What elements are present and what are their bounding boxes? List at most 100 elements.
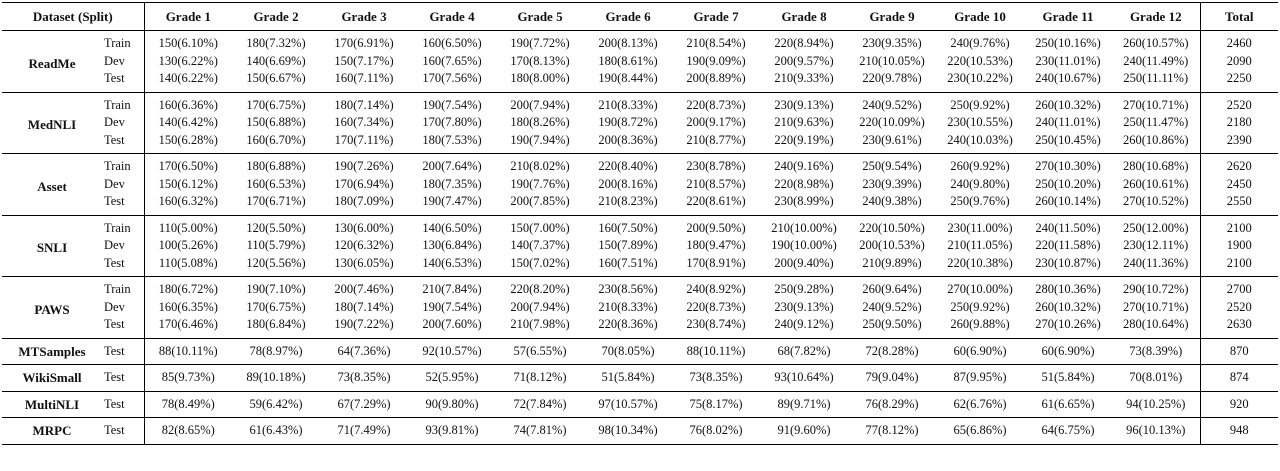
grade-cell: 260(9.64%) bbox=[848, 277, 936, 299]
grade-cell: 230(9.13%) bbox=[760, 92, 848, 114]
grade-cell: 170(8.91%) bbox=[672, 255, 760, 277]
grade-cell: 150(6.67%) bbox=[232, 70, 320, 92]
grade-cell: 70(8.05%) bbox=[584, 338, 672, 365]
table-row: Test 140(6.22%) 150(6.67%) 160(7.11%) 170(7.… bbox=[2, 70, 1278, 92]
grade-cell: 230(12.11%) bbox=[1112, 237, 1200, 255]
grade-cell: 240(9.52%) bbox=[848, 92, 936, 114]
grade-cell: 190(7.54%) bbox=[408, 92, 496, 114]
grade-cell: 120(5.50%) bbox=[232, 215, 320, 237]
grade-cell: 74(7.81%) bbox=[496, 418, 584, 445]
grade-cell: 64(7.36%) bbox=[320, 338, 408, 365]
grade-cell: 88(10.11%) bbox=[144, 338, 232, 365]
grade-cell: 51(5.84%) bbox=[584, 365, 672, 392]
grade-cell: 240(9.80%) bbox=[936, 176, 1024, 194]
grade-cell: 190(9.09%) bbox=[672, 53, 760, 71]
total-cell: 2620 bbox=[1200, 154, 1278, 176]
grade-cell: 190(7.72%) bbox=[496, 31, 584, 53]
total-cell: 2090 bbox=[1200, 53, 1278, 71]
grade-cell: 190(7.47%) bbox=[408, 193, 496, 215]
total-cell: 2520 bbox=[1200, 92, 1278, 114]
total-cell: 2180 bbox=[1200, 114, 1278, 132]
grade-cell: 190(8.72%) bbox=[584, 114, 672, 132]
dataset-group: PAWS Train 180(6.72%) 190(7.10%) 200(7.46%) 2… bbox=[2, 277, 1278, 339]
grade-cell: 250(9.92%) bbox=[936, 299, 1024, 317]
header-grade: Grade 7 bbox=[672, 3, 760, 31]
total-cell: 2520 bbox=[1200, 299, 1278, 317]
split-label: Test bbox=[102, 338, 144, 365]
grade-cell: 170(6.91%) bbox=[320, 31, 408, 53]
split-label: Dev bbox=[102, 53, 144, 71]
split-label: Test bbox=[102, 391, 144, 418]
grade-cell: 72(8.28%) bbox=[848, 338, 936, 365]
grade-cell: 180(7.14%) bbox=[320, 92, 408, 114]
grade-cell: 200(8.36%) bbox=[584, 132, 672, 154]
grade-cell: 280(10.36%) bbox=[1024, 277, 1112, 299]
grade-cell: 190(7.76%) bbox=[496, 176, 584, 194]
header-grade: Grade 5 bbox=[496, 3, 584, 31]
grade-cell: 210(8.33%) bbox=[584, 299, 672, 317]
table-row: Dev 100(5.26%) 110(5.79%) 120(6.32%) 130(6.8… bbox=[2, 237, 1278, 255]
dataset-name: SNLI bbox=[2, 215, 102, 277]
grade-cell: 75(8.17%) bbox=[672, 391, 760, 418]
total-cell: 2460 bbox=[1200, 31, 1278, 53]
grade-cell: 200(7.60%) bbox=[408, 316, 496, 338]
grade-cell: 160(6.35%) bbox=[144, 299, 232, 317]
grade-cell: 87(9.95%) bbox=[936, 365, 1024, 392]
grade-cell: 60(6.90%) bbox=[1024, 338, 1112, 365]
grade-cell: 150(6.28%) bbox=[144, 132, 232, 154]
split-label: Dev bbox=[102, 114, 144, 132]
grade-cell: 180(6.88%) bbox=[232, 154, 320, 176]
grade-cell: 210(8.57%) bbox=[672, 176, 760, 194]
total-cell: 2630 bbox=[1200, 316, 1278, 338]
table-row: PAWS Train 180(6.72%) 190(7.10%) 200(7.46%) 2… bbox=[2, 277, 1278, 299]
grade-cell: 190(8.44%) bbox=[584, 70, 672, 92]
grade-cell: 57(6.55%) bbox=[496, 338, 584, 365]
grade-cell: 260(9.88%) bbox=[936, 316, 1024, 338]
grade-cell: 110(5.00%) bbox=[144, 215, 232, 237]
grade-cell: 73(8.35%) bbox=[672, 365, 760, 392]
grade-cell: 200(7.94%) bbox=[496, 92, 584, 114]
grade-cell: 270(10.71%) bbox=[1112, 92, 1200, 114]
total-cell: 2700 bbox=[1200, 277, 1278, 299]
grade-cell: 230(8.99%) bbox=[760, 193, 848, 215]
grade-cell: 180(8.00%) bbox=[496, 70, 584, 92]
grade-cell: 230(9.35%) bbox=[848, 31, 936, 53]
grade-cell: 220(10.50%) bbox=[848, 215, 936, 237]
grade-cell: 220(8.20%) bbox=[496, 277, 584, 299]
grade-cell: 220(8.94%) bbox=[760, 31, 848, 53]
grade-cell: 220(8.98%) bbox=[760, 176, 848, 194]
split-label: Train bbox=[102, 92, 144, 114]
grade-cell: 210(9.63%) bbox=[760, 114, 848, 132]
table-row: Test 170(6.46%) 180(6.84%) 190(7.22%) 200(7.… bbox=[2, 316, 1278, 338]
grade-cell: 180(7.32%) bbox=[232, 31, 320, 53]
header-grade: Grade 8 bbox=[760, 3, 848, 31]
grade-cell: 140(6.53%) bbox=[408, 255, 496, 277]
grade-cell: 210(11.05%) bbox=[936, 237, 1024, 255]
split-label: Test bbox=[102, 418, 144, 445]
dataset-name: PAWS bbox=[2, 277, 102, 339]
grade-cell: 220(8.36%) bbox=[584, 316, 672, 338]
grade-cell: 210(10.05%) bbox=[848, 53, 936, 71]
grade-cell: 180(9.47%) bbox=[672, 237, 760, 255]
split-label: Test bbox=[102, 132, 144, 154]
grade-cell: 110(5.08%) bbox=[144, 255, 232, 277]
grade-cell: 61(6.65%) bbox=[1024, 391, 1112, 418]
grade-cell: 210(9.33%) bbox=[760, 70, 848, 92]
grade-cell: 250(9.76%) bbox=[936, 193, 1024, 215]
table-row: Test 150(6.28%) 160(6.70%) 170(7.11%) 180(7.… bbox=[2, 132, 1278, 154]
grade-cell: 110(5.79%) bbox=[232, 237, 320, 255]
grade-cell: 90(9.80%) bbox=[408, 391, 496, 418]
table-row: MultiNLI Test 78(8.49%) 59(6.42%) 67(7.29%) 9… bbox=[2, 391, 1278, 418]
grade-cell: 240(9.12%) bbox=[760, 316, 848, 338]
grade-cell: 150(6.12%) bbox=[144, 176, 232, 194]
table-row: ReadMe Train 150(6.10%) 180(7.32%) 170(6.91%… bbox=[2, 31, 1278, 53]
grade-cell: 130(6.05%) bbox=[320, 255, 408, 277]
header-row: Dataset (Split) Grade 1 Grade 2 Grade 3 Grad… bbox=[2, 3, 1278, 31]
grade-cell: 170(6.94%) bbox=[320, 176, 408, 194]
grade-cell: 220(8.40%) bbox=[584, 154, 672, 176]
grade-cell: 76(8.29%) bbox=[848, 391, 936, 418]
grade-cell: 92(10.57%) bbox=[408, 338, 496, 365]
grade-cell: 260(10.86%) bbox=[1112, 132, 1200, 154]
table-row: Dev 160(6.35%) 170(6.75%) 180(7.14%) 190(7.5… bbox=[2, 299, 1278, 317]
